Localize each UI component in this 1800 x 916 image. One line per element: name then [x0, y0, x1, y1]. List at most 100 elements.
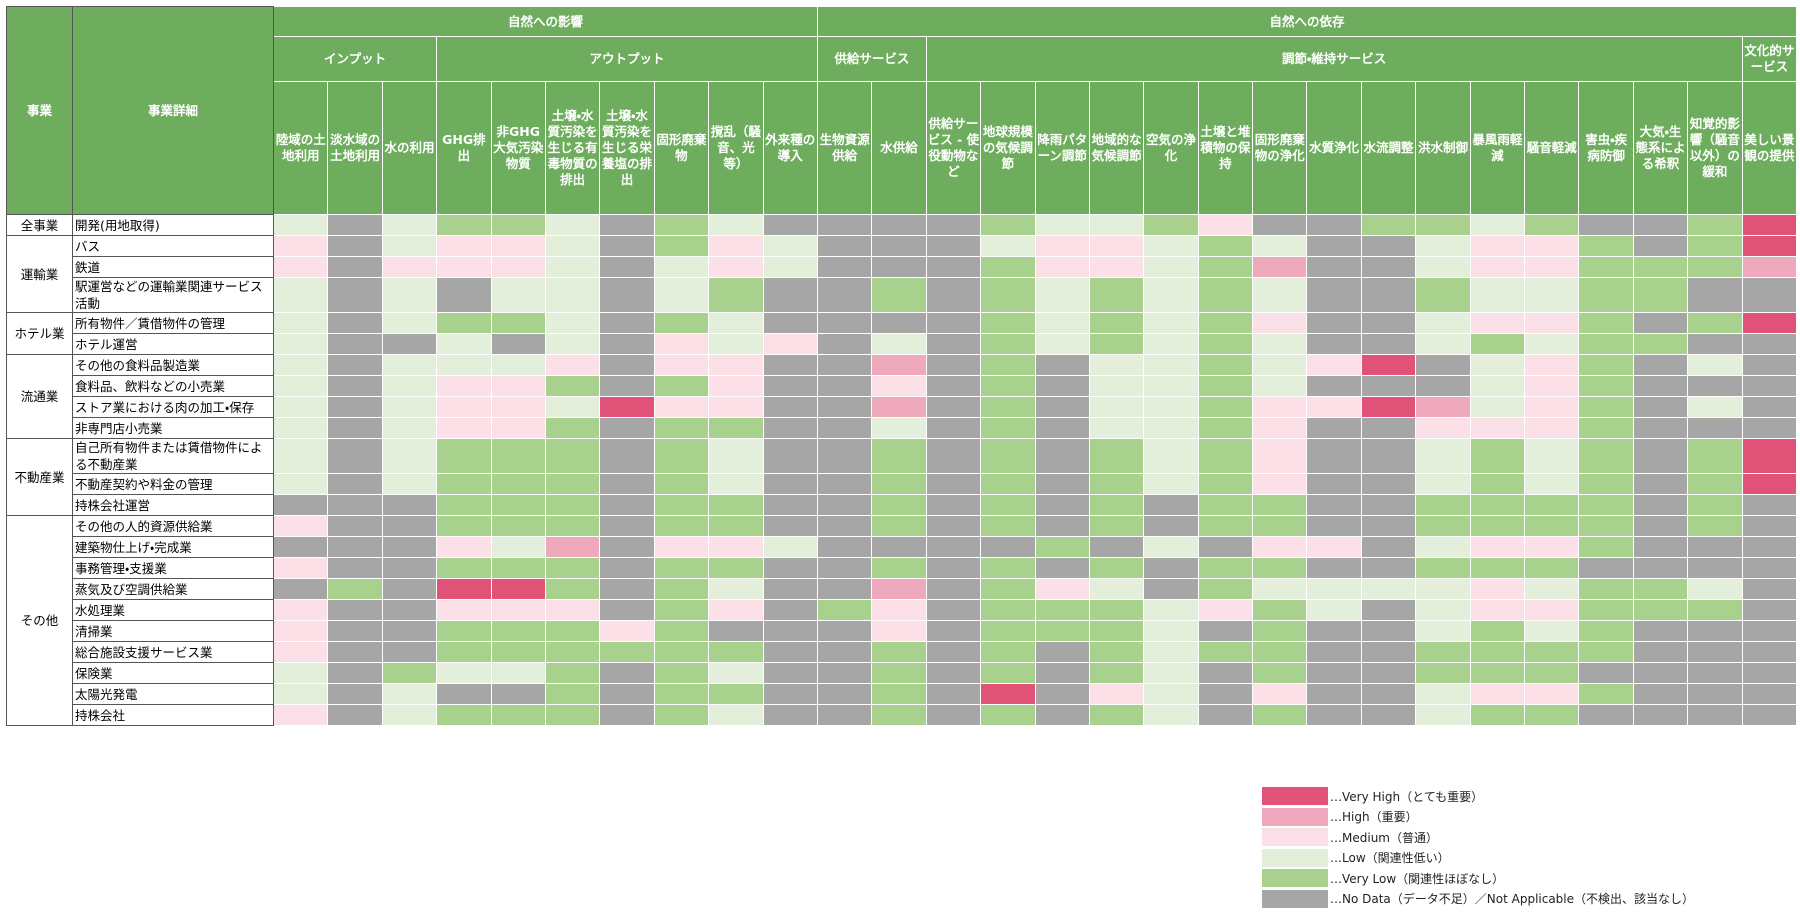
heat-cell	[1034, 683, 1090, 705]
heat-cell	[599, 683, 655, 705]
heat-cell	[762, 683, 818, 705]
heat-cell	[925, 375, 982, 397]
heat-cell	[816, 578, 873, 600]
business-detail: その他の人的資源供給業	[72, 515, 274, 537]
heat-cell	[1632, 214, 1689, 236]
business-detail: 持株会社運営	[72, 494, 274, 516]
body-row: 持株会社	[7, 704, 1798, 726]
heat-cell	[1143, 256, 1199, 278]
heat-cell	[1034, 256, 1090, 278]
business-detail: その他の食料品製造業	[72, 354, 274, 376]
heat-cell	[1632, 354, 1689, 376]
heat-cell	[1578, 354, 1634, 376]
heat-cell	[871, 312, 927, 334]
heat-cell	[490, 536, 546, 558]
heat-cell	[980, 599, 1036, 621]
heat-cell	[871, 557, 927, 579]
business-detail: 非専門店小売業	[72, 417, 274, 439]
column-header: 降雨パターン調節	[1034, 81, 1090, 215]
heat-cell	[1143, 578, 1199, 600]
heat-cell	[980, 515, 1036, 537]
heat-cell	[1632, 417, 1689, 439]
heat-cell	[708, 620, 764, 642]
heat-cell	[1632, 438, 1689, 474]
heat-cell	[1252, 396, 1308, 418]
heat-cell	[1524, 557, 1580, 579]
heat-cell	[925, 438, 982, 474]
heat-cell	[1088, 620, 1145, 642]
heat-cell	[980, 704, 1036, 726]
heat-cell	[708, 515, 764, 537]
heat-cell	[490, 214, 546, 236]
heat-cell	[1632, 578, 1689, 600]
heat-cell	[1088, 256, 1145, 278]
heat-cell	[1687, 396, 1743, 418]
heat-cell	[653, 417, 710, 439]
heat-cell	[1469, 417, 1526, 439]
heat-cell	[490, 557, 546, 579]
heat-cell	[1524, 256, 1580, 278]
heat-cell	[1306, 312, 1362, 334]
heat-cell	[871, 578, 927, 600]
heat-cell	[1524, 536, 1580, 558]
heat-cell	[1088, 417, 1145, 439]
heat-cell	[436, 214, 492, 236]
heat-cell	[490, 277, 546, 313]
business-detail: 自己所有物件または賃借物件による不動産業	[72, 438, 274, 474]
heat-cell	[816, 683, 873, 705]
heat-cell	[272, 417, 329, 439]
heat-cell	[1687, 256, 1743, 278]
heat-cell	[1578, 214, 1634, 236]
heat-cell	[871, 620, 927, 642]
heat-cell	[1360, 557, 1417, 579]
heat-cell	[381, 438, 438, 474]
heat-cell	[1469, 557, 1526, 579]
heatmap-table: 事業 事業詳細 自然への影響 自然への依存 インプット アウトプット 供給サービス 調節・維持…	[6, 6, 1798, 726]
heat-cell	[327, 683, 383, 705]
heat-cell	[1197, 662, 1254, 684]
heat-cell	[1360, 599, 1417, 621]
heat-cell	[381, 375, 438, 397]
heat-cell	[816, 536, 873, 558]
heat-cell	[816, 557, 873, 579]
heat-cell	[762, 557, 818, 579]
heat-cell	[1034, 704, 1090, 726]
heat-cell	[708, 256, 764, 278]
heat-cell	[599, 620, 655, 642]
heat-cell	[1741, 312, 1798, 334]
heat-cell	[1741, 641, 1798, 663]
heat-cell	[1360, 578, 1417, 600]
heat-cell	[708, 536, 764, 558]
heat-cell	[1143, 375, 1199, 397]
heat-cell	[1252, 438, 1308, 474]
heat-cell	[1252, 235, 1308, 257]
heat-cell	[1741, 494, 1798, 516]
heat-cell	[1469, 333, 1526, 355]
heat-cell	[1469, 256, 1526, 278]
heat-cell	[1632, 641, 1689, 663]
heat-cell	[1524, 277, 1580, 313]
heat-cell	[816, 333, 873, 355]
heat-cell	[1415, 256, 1471, 278]
heat-cell	[1252, 536, 1308, 558]
heat-cell	[490, 235, 546, 257]
heat-cell	[1741, 354, 1798, 376]
legend-swatch	[1262, 807, 1328, 826]
heat-cell	[1632, 536, 1689, 558]
heat-cell	[871, 277, 927, 313]
heat-cell	[381, 312, 438, 334]
heat-cell	[544, 494, 601, 516]
heat-cell	[1252, 557, 1308, 579]
heat-cell	[1197, 277, 1254, 313]
heat-cell	[490, 599, 546, 621]
heat-cell	[1088, 515, 1145, 537]
heat-cell	[1143, 333, 1199, 355]
heat-cell	[272, 375, 329, 397]
heat-cell	[1469, 662, 1526, 684]
heat-cell	[1741, 473, 1798, 495]
heat-cell	[327, 417, 383, 439]
heat-cell	[1143, 641, 1199, 663]
heat-cell	[980, 256, 1036, 278]
heat-cell	[1088, 375, 1145, 397]
heat-cell	[1415, 536, 1471, 558]
